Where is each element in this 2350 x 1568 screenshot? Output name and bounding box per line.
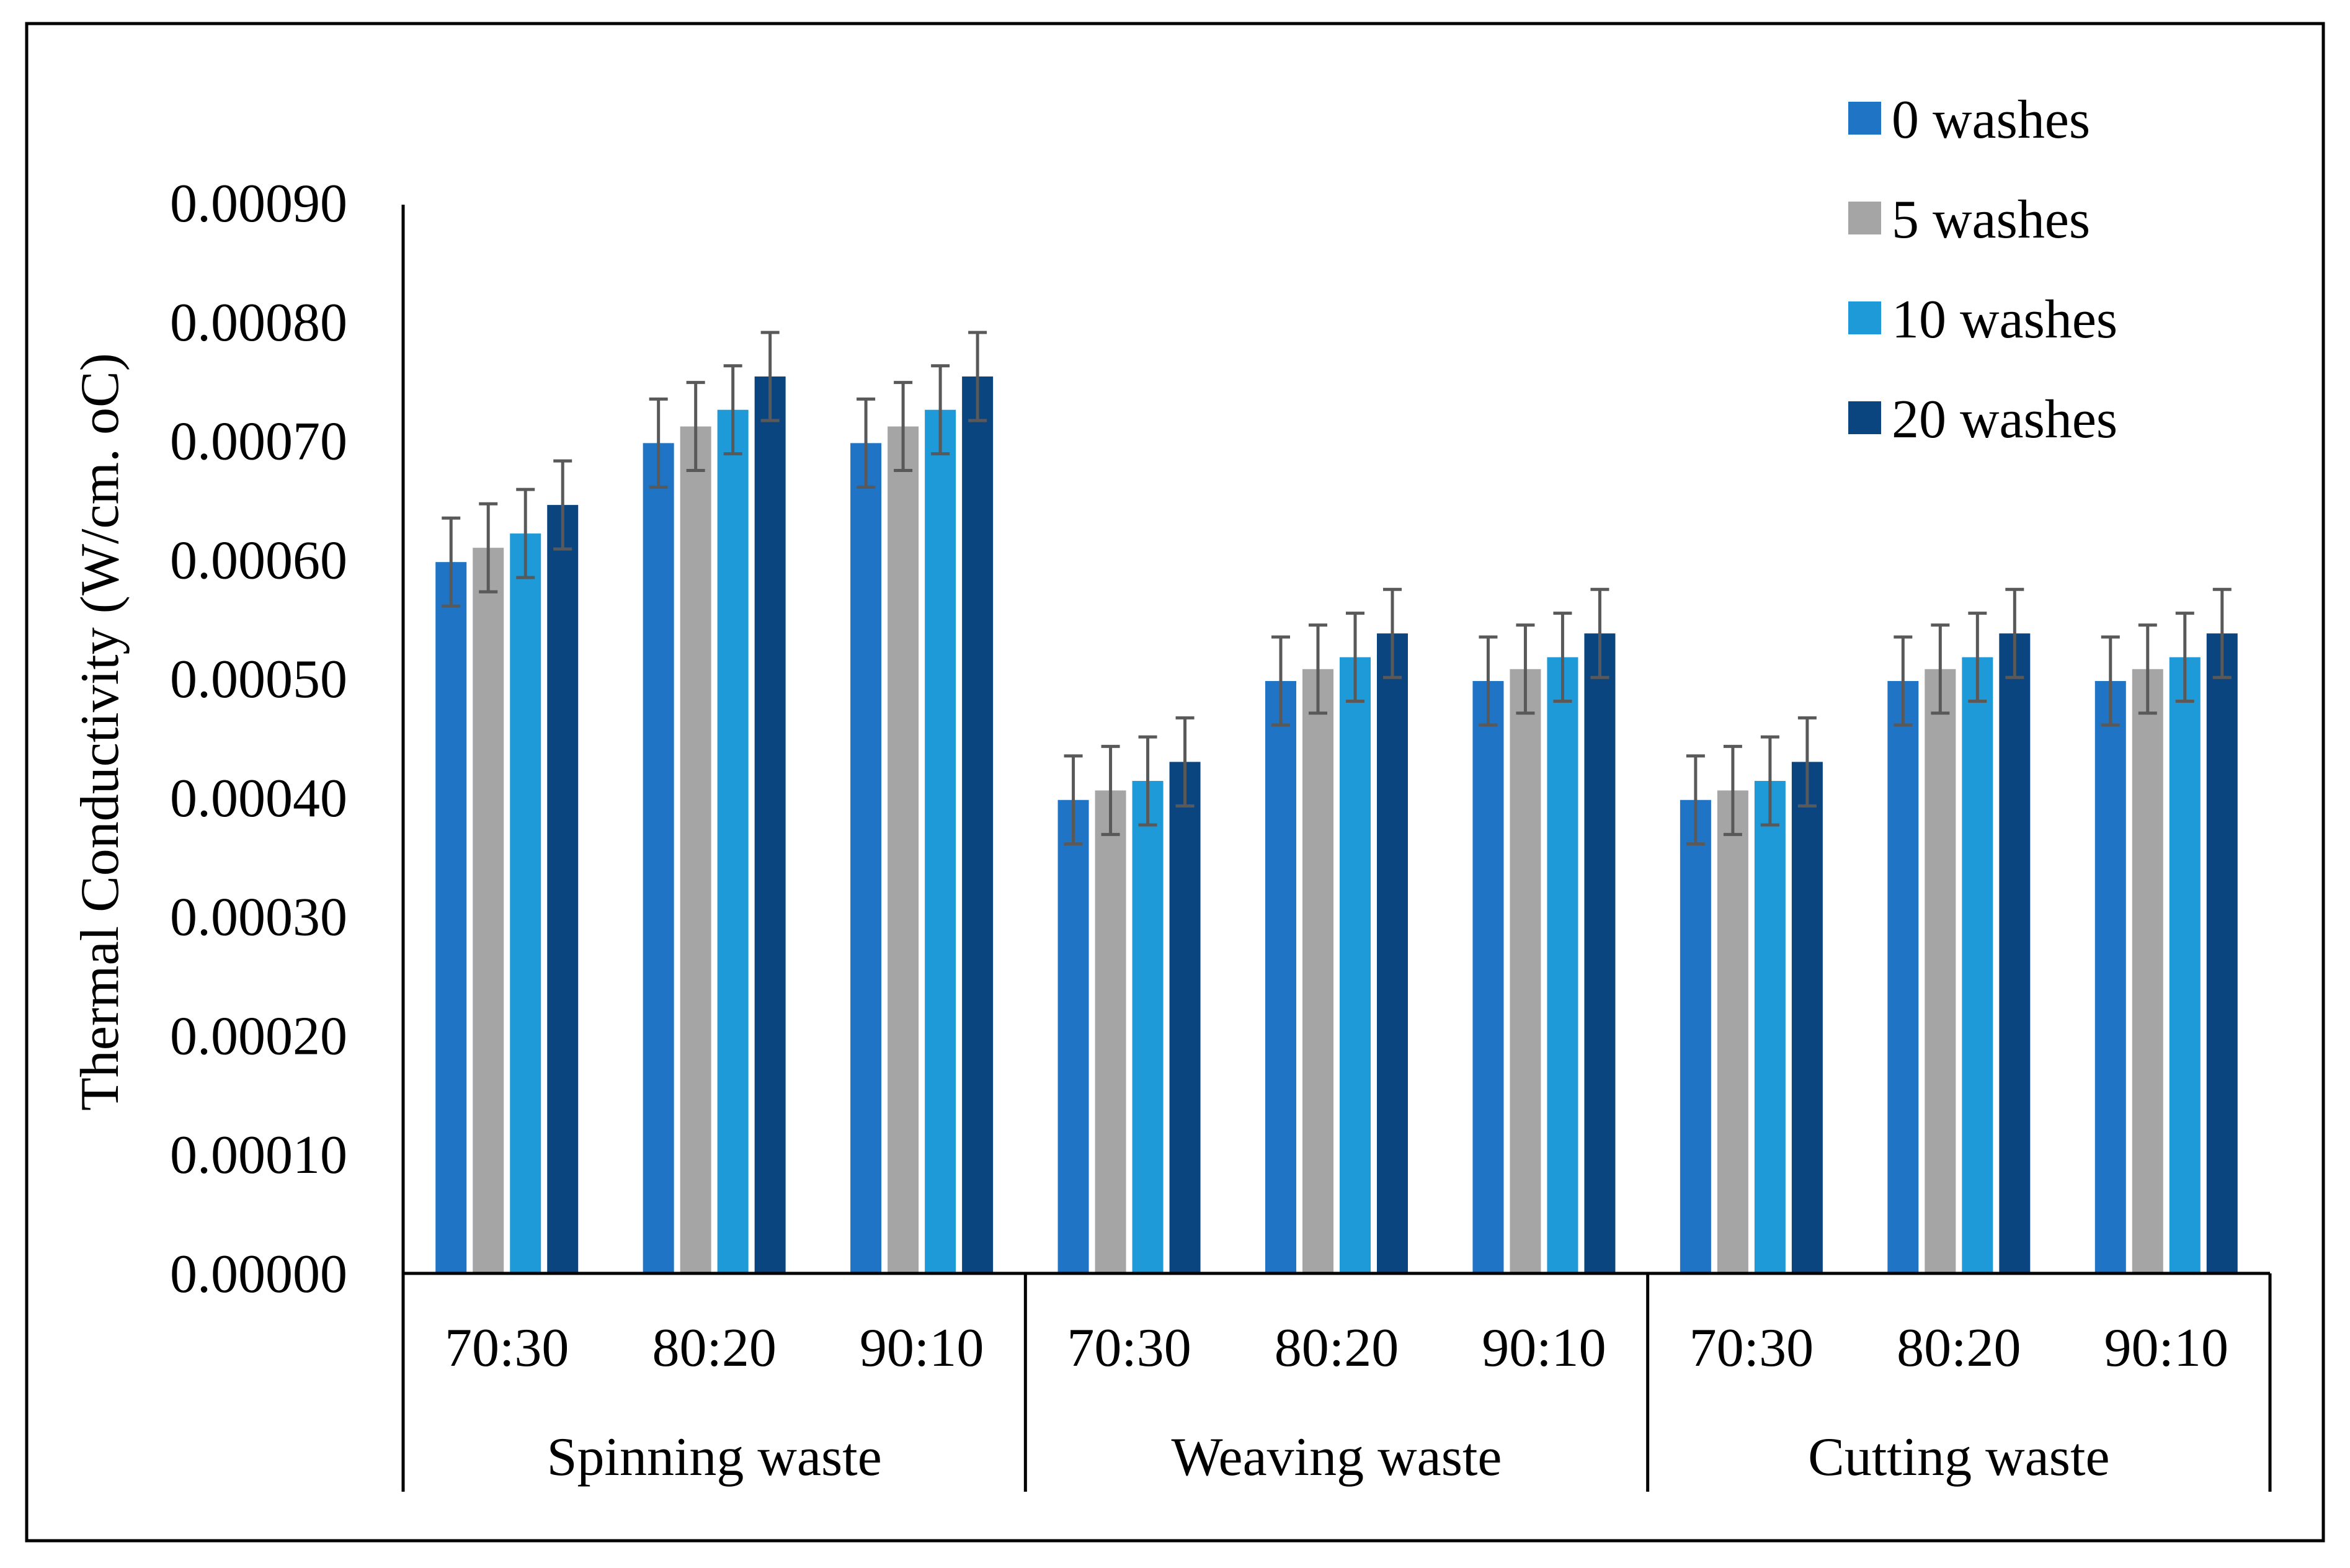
bar xyxy=(2169,657,2201,1273)
legend-label: 5 washes xyxy=(1892,190,2090,250)
bar xyxy=(754,376,786,1273)
bar xyxy=(2206,633,2238,1273)
bar xyxy=(1887,680,1919,1273)
bar xyxy=(547,505,579,1274)
bar xyxy=(2132,669,2163,1273)
y-tick-label: 0.00020 xyxy=(170,1006,347,1066)
y-tick-label: 0.00060 xyxy=(170,530,347,590)
bar xyxy=(1057,800,1089,1273)
x-category-label: 80:20 xyxy=(1897,1318,2021,1378)
bar xyxy=(680,426,711,1273)
bar xyxy=(1095,790,1126,1273)
x-category-label: 80:20 xyxy=(652,1318,776,1378)
x-group-label: Weaving waste xyxy=(1172,1427,1502,1487)
y-tick-label: 0.00000 xyxy=(170,1244,347,1304)
x-category-label: 70:30 xyxy=(1689,1318,1814,1378)
bar xyxy=(1510,669,1541,1273)
legend-label: 0 washes xyxy=(1892,90,2090,150)
bar xyxy=(1547,657,1578,1273)
bar xyxy=(1169,762,1201,1273)
bar xyxy=(1962,657,1993,1273)
bar xyxy=(473,548,504,1274)
legend-swatch xyxy=(1848,102,1881,135)
bar xyxy=(1754,781,1786,1273)
bar xyxy=(1584,633,1616,1273)
legend-label: 20 washes xyxy=(1892,390,2117,450)
legend-swatch xyxy=(1848,301,1881,334)
y-tick-label: 0.00080 xyxy=(170,293,347,353)
x-category-label: 70:30 xyxy=(1067,1318,1191,1378)
bar xyxy=(1265,680,1296,1273)
y-tick-label: 0.00030 xyxy=(170,888,347,948)
bar xyxy=(1302,669,1333,1273)
bar xyxy=(717,409,749,1273)
bar xyxy=(962,376,994,1273)
y-tick-label: 0.00070 xyxy=(170,412,347,472)
x-category-label: 90:10 xyxy=(1482,1318,1606,1378)
bar xyxy=(1340,657,1371,1273)
bar xyxy=(850,443,882,1273)
x-category-label: 90:10 xyxy=(2104,1318,2228,1378)
x-category-label: 70:30 xyxy=(445,1318,569,1378)
y-tick-label: 0.00010 xyxy=(170,1125,347,1185)
y-axis-label: Thermal Conductivity (W/cm. oC) xyxy=(70,353,130,1111)
bar xyxy=(1377,633,1408,1273)
bar xyxy=(643,443,674,1273)
legend-swatch xyxy=(1848,401,1881,434)
bar xyxy=(1791,762,1823,1273)
bar xyxy=(2094,680,2126,1273)
bar xyxy=(1680,800,1711,1273)
bar xyxy=(1999,633,2031,1273)
legend-swatch xyxy=(1848,202,1881,234)
bar xyxy=(925,409,956,1273)
y-tick-label: 0.00040 xyxy=(170,768,347,829)
y-tick-label: 0.00050 xyxy=(170,649,347,710)
bar xyxy=(435,562,467,1273)
bar xyxy=(1132,781,1164,1273)
x-group-label: Spinning waste xyxy=(547,1427,882,1487)
bar xyxy=(1925,669,1956,1273)
bar xyxy=(1717,790,1748,1273)
bar xyxy=(1472,680,1504,1273)
bar xyxy=(888,426,919,1273)
x-group-label: Cutting waste xyxy=(1808,1427,2109,1487)
legend-label: 10 washes xyxy=(1892,290,2117,350)
bar xyxy=(510,533,541,1273)
x-category-label: 80:20 xyxy=(1275,1318,1399,1378)
x-category-label: 90:10 xyxy=(860,1318,984,1378)
y-tick-label: 0.00090 xyxy=(170,174,347,234)
